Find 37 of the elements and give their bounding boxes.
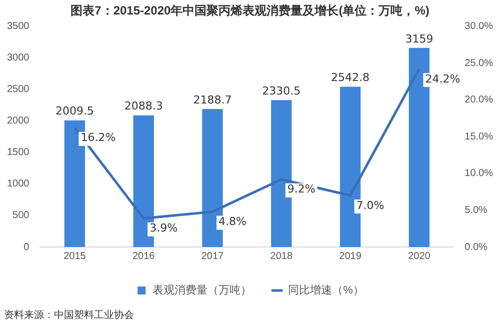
y-tick-label: 3000 <box>6 52 30 64</box>
x-tick-label: 2018 <box>270 250 293 262</box>
y2-tick-label: 10.0% <box>464 168 494 180</box>
x-tick-label: 2017 <box>201 250 224 262</box>
data-label: 2009.5 <box>55 104 94 118</box>
data-label: 3159 <box>405 32 434 46</box>
y-tick-label: 2500 <box>6 84 30 96</box>
x-tick-label: 2015 <box>64 250 86 262</box>
x-tick-label: 2019 <box>339 250 362 262</box>
y2-tick-label: 20.0% <box>464 94 494 106</box>
y-tick-label: 500 <box>12 210 30 222</box>
legend-label: 表观消费量（万吨） <box>152 284 252 297</box>
data-label: 2542.8 <box>331 71 370 84</box>
data-label: 4.8% <box>218 215 246 228</box>
data-label: 2088.3 <box>124 100 163 113</box>
x-tick-label: 2020 <box>408 250 431 262</box>
y2-tick-label: 15.0% <box>464 131 494 142</box>
y2-tick-label: 25.0% <box>464 58 494 69</box>
y-tick-label: 0 <box>24 242 30 253</box>
y2-tick-label: 5.0% <box>464 204 488 216</box>
data-label: 9.2% <box>287 182 316 196</box>
data-label: 2330.5 <box>262 84 301 98</box>
y-tick-label: 1000 <box>6 178 30 190</box>
x-tick-label: 2016 <box>132 250 156 262</box>
y-tick-label: 3500 <box>6 21 30 32</box>
data-label: 7.0% <box>356 198 384 212</box>
data-label: 16.2% <box>80 131 116 144</box>
text: 资料来源：中国塑料工业协会 <box>4 308 134 322</box>
legend-label: 同比增速（%） <box>288 284 364 297</box>
y2-tick-label: 30.0% <box>464 21 494 32</box>
data-label: 3.9% <box>150 222 178 235</box>
chart-title: 图表7：2015-2020年中国聚丙烯表观消费量及增长(单位：万吨，%) <box>70 4 430 18</box>
data-label: 24.2% <box>425 72 460 86</box>
y2-tick-label: 0.0% <box>464 242 488 253</box>
y-tick-label: 1500 <box>6 147 30 158</box>
y-tick-label: 2000 <box>6 116 30 127</box>
data-label: 2188.7 <box>193 93 232 106</box>
